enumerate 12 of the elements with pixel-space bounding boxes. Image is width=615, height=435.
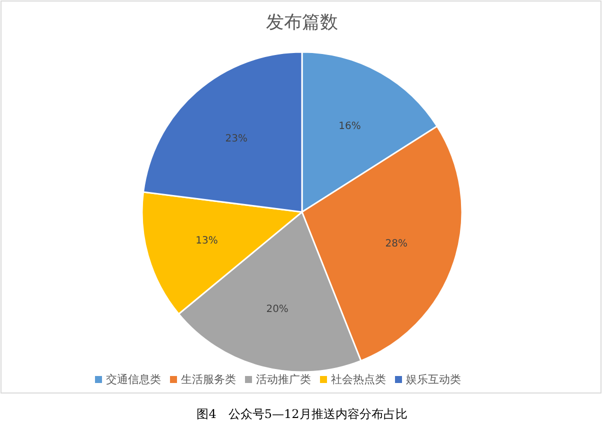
data-label: 23% [225,134,248,145]
chart-title: 发布篇数 [266,12,338,33]
legend-label: 社会热点类 [331,373,386,386]
data-label: 28% [385,238,408,250]
legend-label: 活动推广类 [256,373,311,386]
legend-label: 交通信息类 [106,373,161,386]
data-label: 13% [196,236,218,247]
legend-label: 娱乐互动类 [406,373,461,386]
data-label: 16% [338,121,361,132]
caption: 图4 公众号5—12月推送内容分布占比 [196,407,408,421]
data-label: 20% [266,304,288,316]
legend-label: 生活服务类 [181,373,236,386]
